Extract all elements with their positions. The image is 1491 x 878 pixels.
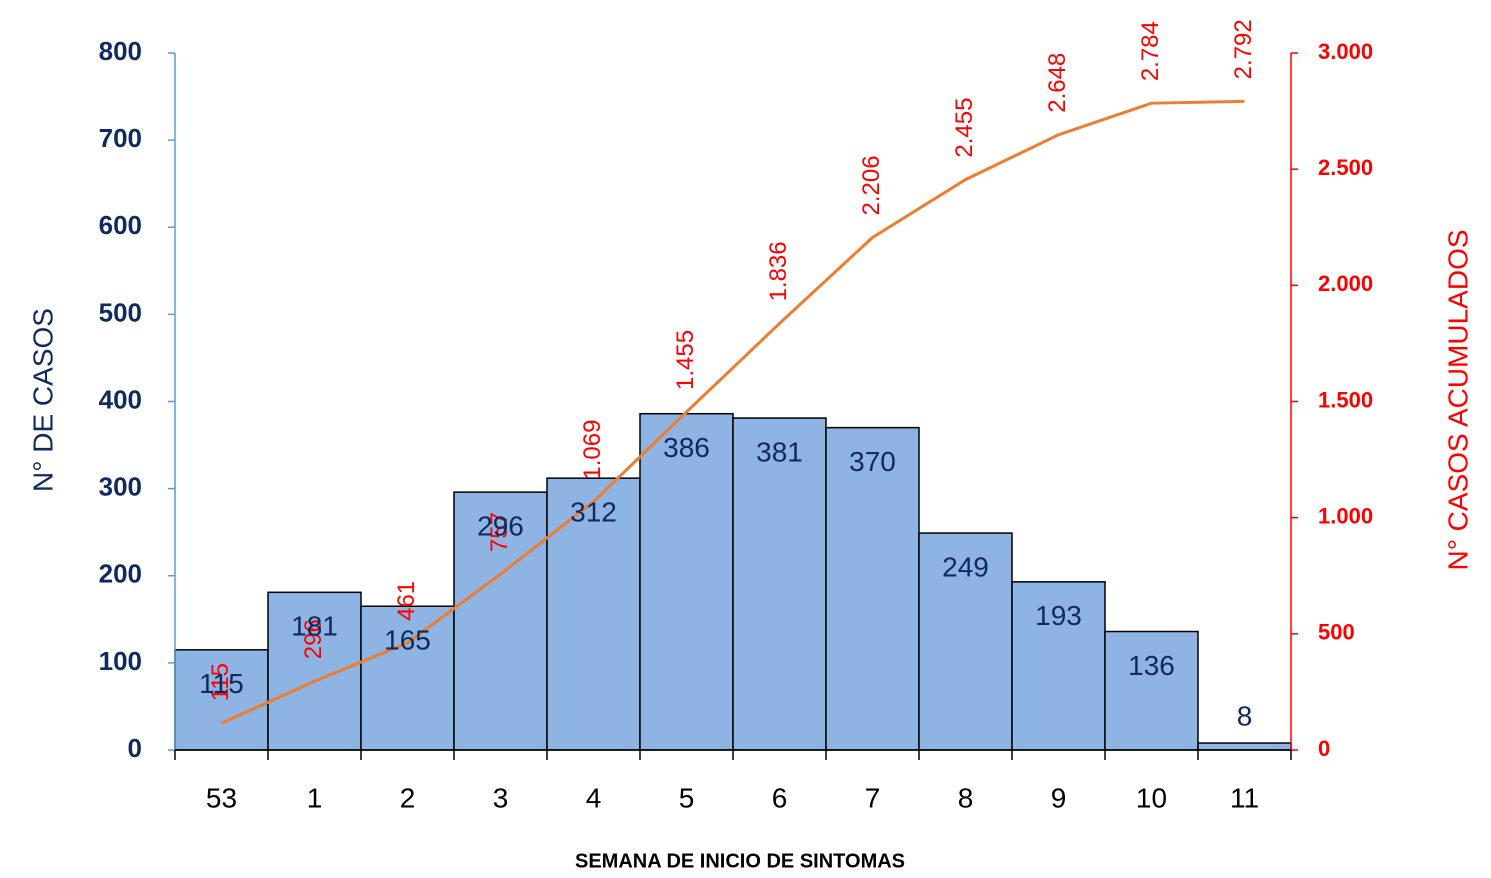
bar xyxy=(732,417,827,751)
bar xyxy=(825,426,920,751)
x-tick-label: 10 xyxy=(1136,782,1167,813)
x-axis-title: SEMANA DE INICIO DE SINTOMAS xyxy=(575,850,905,872)
bar xyxy=(360,605,455,751)
bar-value-label: 312 xyxy=(570,497,617,528)
line-value-label: 2.792 xyxy=(1230,19,1257,79)
y-tick-label: 400 xyxy=(99,384,142,414)
bar-value-label: 136 xyxy=(1128,650,1175,681)
y-tick-label: 100 xyxy=(99,646,142,676)
bar xyxy=(1197,742,1292,751)
bar xyxy=(267,591,362,751)
bar xyxy=(639,412,734,751)
y2-tick-label: 2.500 xyxy=(1318,155,1373,180)
y2-tick-label: 1.000 xyxy=(1318,503,1373,528)
line-value-label: 296 xyxy=(300,619,327,659)
x-tick-label: 53 xyxy=(206,782,237,813)
line-value-label: 461 xyxy=(393,581,420,621)
x-tick-label: 6 xyxy=(772,782,788,813)
line-value-label: 115 xyxy=(207,663,234,701)
line-value-label: 757 xyxy=(486,512,513,552)
bar xyxy=(1011,581,1106,751)
bar-value-label: 8 xyxy=(1237,700,1253,731)
line-value-label: 1.455 xyxy=(672,330,699,390)
bar-value-label: 249 xyxy=(942,551,989,582)
y-tick-label: 500 xyxy=(99,297,142,327)
x-tick-label: 7 xyxy=(865,782,881,813)
line-value-label: 2.455 xyxy=(951,98,978,158)
y-tick-label: 300 xyxy=(99,472,142,502)
x-tick-label: 2 xyxy=(400,782,416,813)
bar xyxy=(453,491,548,751)
line-value-label: 2.784 xyxy=(1137,21,1164,81)
line-value-label: 1.069 xyxy=(579,420,606,480)
x-tick-label: 4 xyxy=(586,782,602,813)
bar-value-label: 181 xyxy=(291,611,338,642)
bar xyxy=(174,649,269,751)
y-tick-label: 0 xyxy=(128,733,142,763)
y2-tick-label: 500 xyxy=(1318,620,1355,645)
bar xyxy=(546,477,641,751)
x-tick-label: 9 xyxy=(1051,782,1067,813)
bar-value-label: 370 xyxy=(849,446,896,477)
y-axis-title: N° DE CASOS xyxy=(27,308,58,492)
bar-value-label: 296 xyxy=(477,511,524,542)
bar-value-label: 381 xyxy=(756,436,803,467)
line xyxy=(220,99,1245,725)
bar-value-label: 165 xyxy=(384,625,431,656)
x-tick-label: 1 xyxy=(307,782,323,813)
line-value-label: 1.836 xyxy=(765,241,792,301)
y-tick-label: 200 xyxy=(99,559,142,589)
y2-axis-title: N° CASOS ACUMULADOS xyxy=(1442,229,1473,570)
y2-tick-label: 0 xyxy=(1318,736,1330,761)
y2-tick-label: 3.000 xyxy=(1318,39,1373,64)
y2-tick-label: 2.000 xyxy=(1318,271,1373,296)
bar-value-label: 193 xyxy=(1035,600,1082,631)
y-tick-label: 800 xyxy=(99,36,142,66)
x-tick-label: 11 xyxy=(1230,782,1259,813)
x-tick-label: 5 xyxy=(679,782,695,813)
y-tick-label: 700 xyxy=(99,123,142,153)
x-tick-label: 3 xyxy=(493,782,509,813)
line-value-label: 2.648 xyxy=(1044,53,1071,113)
line-value-label: 2.206 xyxy=(858,155,885,215)
y2-tick-label: 1.500 xyxy=(1318,387,1373,412)
x-tick-label: 8 xyxy=(958,782,974,813)
bar-value-label: 115 xyxy=(199,668,244,699)
bar-value-label: 386 xyxy=(663,432,710,463)
y-tick-label: 600 xyxy=(99,210,142,240)
